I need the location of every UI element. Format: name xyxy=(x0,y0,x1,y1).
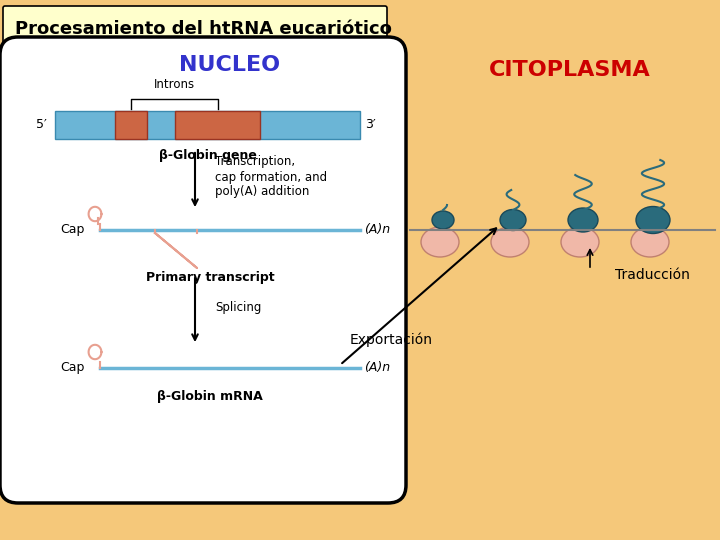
Text: 3′: 3′ xyxy=(365,118,376,132)
Text: Transcription,
cap formation, and
poly(A) addition: Transcription, cap formation, and poly(A… xyxy=(215,156,327,199)
Ellipse shape xyxy=(500,210,526,231)
Text: β-Globin gene: β-Globin gene xyxy=(158,149,256,162)
Text: (A)n: (A)n xyxy=(364,224,390,237)
Text: Introns: Introns xyxy=(153,78,195,91)
FancyBboxPatch shape xyxy=(3,6,387,52)
Text: 5′: 5′ xyxy=(36,118,47,132)
Ellipse shape xyxy=(561,227,599,257)
Text: NUCLEO: NUCLEO xyxy=(179,55,281,75)
Ellipse shape xyxy=(491,227,529,257)
Text: Splicing: Splicing xyxy=(215,301,261,314)
Text: β-Globin mRNA: β-Globin mRNA xyxy=(157,390,263,403)
Text: Cap: Cap xyxy=(60,224,84,237)
Text: Procesamiento del htRNA eucariótico: Procesamiento del htRNA eucariótico xyxy=(15,20,392,38)
Ellipse shape xyxy=(636,206,670,233)
FancyBboxPatch shape xyxy=(0,37,406,503)
Ellipse shape xyxy=(631,227,669,257)
Bar xyxy=(175,111,260,139)
Ellipse shape xyxy=(568,208,598,232)
Text: (A)n: (A)n xyxy=(364,361,390,375)
Text: Primary transcript: Primary transcript xyxy=(145,272,274,285)
Ellipse shape xyxy=(432,211,454,229)
Text: Cap: Cap xyxy=(60,361,84,375)
Bar xyxy=(115,111,147,139)
Text: Exportación: Exportación xyxy=(350,333,433,347)
Text: Traducción: Traducción xyxy=(615,268,690,282)
Text: CITOPLASMA: CITOPLASMA xyxy=(489,60,651,80)
Ellipse shape xyxy=(421,227,459,257)
FancyBboxPatch shape xyxy=(55,111,360,139)
